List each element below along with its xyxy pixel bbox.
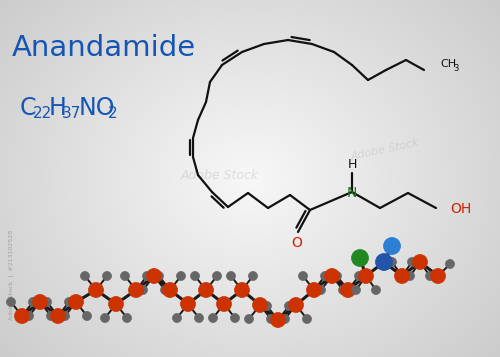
Circle shape bbox=[88, 282, 104, 297]
Text: H: H bbox=[348, 157, 356, 171]
Text: CH: CH bbox=[440, 59, 456, 69]
Circle shape bbox=[50, 308, 66, 323]
Circle shape bbox=[138, 286, 147, 295]
Circle shape bbox=[320, 272, 330, 281]
Circle shape bbox=[46, 312, 56, 321]
Circle shape bbox=[446, 260, 454, 268]
Circle shape bbox=[42, 297, 51, 307]
Circle shape bbox=[6, 297, 16, 307]
Circle shape bbox=[180, 297, 196, 312]
Circle shape bbox=[372, 286, 380, 295]
Circle shape bbox=[306, 282, 322, 297]
Circle shape bbox=[408, 257, 416, 266]
Circle shape bbox=[340, 282, 355, 297]
Circle shape bbox=[332, 272, 342, 281]
Circle shape bbox=[280, 315, 289, 323]
Text: Adobe Stock: Adobe Stock bbox=[350, 138, 420, 162]
Circle shape bbox=[32, 295, 48, 310]
Text: C: C bbox=[20, 96, 36, 120]
Circle shape bbox=[190, 272, 200, 281]
Circle shape bbox=[68, 295, 84, 310]
Circle shape bbox=[388, 257, 396, 266]
Circle shape bbox=[208, 313, 218, 322]
Circle shape bbox=[122, 313, 132, 322]
Text: O: O bbox=[292, 236, 302, 250]
Circle shape bbox=[154, 272, 164, 281]
Circle shape bbox=[216, 297, 232, 312]
Circle shape bbox=[426, 272, 434, 281]
Circle shape bbox=[234, 282, 250, 297]
Circle shape bbox=[302, 315, 312, 323]
Circle shape bbox=[324, 268, 340, 283]
Circle shape bbox=[108, 297, 124, 312]
Circle shape bbox=[430, 268, 446, 283]
Circle shape bbox=[394, 268, 409, 283]
Circle shape bbox=[100, 313, 110, 322]
Circle shape bbox=[338, 286, 347, 295]
Circle shape bbox=[352, 250, 368, 266]
Circle shape bbox=[146, 268, 162, 283]
Text: NO: NO bbox=[79, 96, 116, 120]
Circle shape bbox=[82, 312, 92, 321]
Circle shape bbox=[354, 272, 364, 281]
Circle shape bbox=[358, 268, 374, 283]
Circle shape bbox=[120, 272, 130, 281]
Circle shape bbox=[102, 272, 112, 281]
Circle shape bbox=[376, 253, 392, 271]
Circle shape bbox=[160, 286, 170, 295]
Text: H: H bbox=[49, 96, 67, 120]
Circle shape bbox=[288, 297, 304, 312]
Circle shape bbox=[212, 272, 222, 281]
Circle shape bbox=[406, 272, 414, 281]
Circle shape bbox=[14, 308, 30, 323]
Text: 2: 2 bbox=[108, 106, 118, 121]
Circle shape bbox=[266, 315, 276, 323]
Circle shape bbox=[226, 272, 235, 281]
Text: OH: OH bbox=[450, 202, 471, 216]
Circle shape bbox=[128, 282, 144, 297]
Circle shape bbox=[248, 272, 258, 281]
Text: N: N bbox=[347, 186, 357, 200]
Text: 37: 37 bbox=[62, 106, 82, 121]
Circle shape bbox=[316, 286, 326, 295]
Circle shape bbox=[176, 272, 186, 281]
Text: Adobe Stock: Adobe Stock bbox=[181, 169, 259, 181]
Text: Adobe Stock  |  #213102528: Adobe Stock | #213102528 bbox=[8, 230, 14, 320]
Circle shape bbox=[24, 312, 34, 321]
Circle shape bbox=[172, 313, 182, 322]
Circle shape bbox=[142, 272, 152, 281]
Circle shape bbox=[80, 272, 90, 281]
Text: 3: 3 bbox=[453, 64, 458, 72]
Circle shape bbox=[284, 302, 294, 311]
Text: Anandamide: Anandamide bbox=[12, 34, 196, 62]
Circle shape bbox=[352, 286, 360, 295]
Circle shape bbox=[384, 237, 400, 255]
Circle shape bbox=[262, 302, 272, 311]
Circle shape bbox=[270, 312, 285, 327]
Circle shape bbox=[252, 297, 268, 312]
Circle shape bbox=[198, 282, 214, 297]
Circle shape bbox=[244, 315, 254, 323]
Circle shape bbox=[64, 297, 74, 307]
Circle shape bbox=[162, 282, 178, 297]
Circle shape bbox=[412, 255, 428, 270]
Circle shape bbox=[298, 272, 308, 281]
Circle shape bbox=[28, 297, 38, 307]
Text: 22: 22 bbox=[33, 106, 52, 121]
Circle shape bbox=[230, 313, 239, 322]
Circle shape bbox=[60, 312, 70, 321]
Circle shape bbox=[194, 313, 203, 322]
